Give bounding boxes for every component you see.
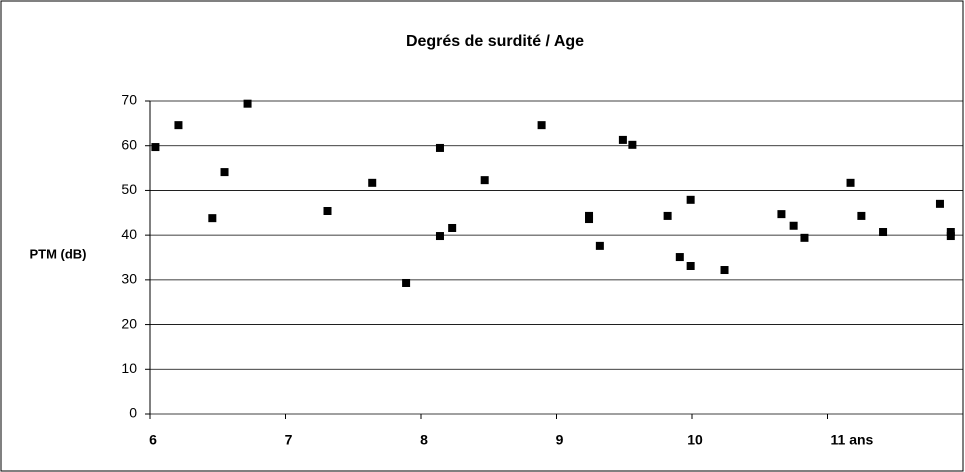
y-tick-label: 60 [121,136,137,152]
point [174,121,183,130]
point [220,168,229,177]
point [686,261,695,270]
x-tick-label: 6 [149,432,157,448]
point [946,232,955,241]
x-tick-label: 10 [687,432,703,448]
x-tick-label: 9 [556,432,564,448]
y-tick-label: 30 [121,271,137,287]
y-tick-label: 40 [121,226,137,242]
point [800,233,809,242]
point [663,211,672,220]
y-tick-label: 70 [121,92,137,108]
point [151,143,160,152]
point [448,223,457,232]
y-tick-label: 50 [121,181,137,197]
point [720,266,729,275]
y-axis-label: PTM (dB) [29,246,86,261]
point [537,121,546,130]
point [777,210,786,219]
point [435,232,444,241]
y-tick-label: 0 [129,405,137,421]
x-tick-label: 11 ans [831,432,874,448]
point [243,99,252,108]
x-tick-label: 8 [420,432,428,448]
point [675,253,684,262]
y-tick-label: 20 [121,315,137,331]
point [686,195,695,204]
point [480,176,489,185]
point [323,206,332,215]
point [618,135,627,144]
point [946,228,955,237]
point [208,214,217,223]
point [435,143,444,152]
point [857,211,866,220]
point [846,178,855,187]
point [789,221,798,230]
point [585,215,594,224]
x-tick-label: 7 [285,432,293,448]
point [628,140,637,149]
chart-title: Degrés de surdité / Age [406,33,584,50]
point [595,241,604,250]
point [402,278,411,287]
y-tick-label: 10 [121,360,137,376]
point [368,178,377,187]
point [879,228,888,237]
point [935,199,944,208]
